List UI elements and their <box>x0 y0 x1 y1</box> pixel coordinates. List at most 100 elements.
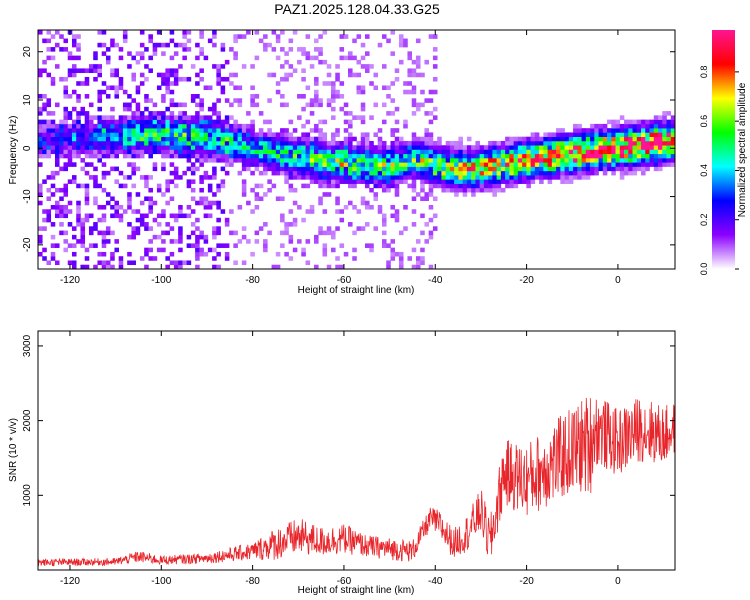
spectrogram-cell <box>280 217 285 223</box>
spectrogram-cell <box>101 187 107 193</box>
spectrogram-cell <box>97 149 102 155</box>
spectrogram-cell <box>288 47 294 52</box>
spectrogram-cell <box>101 115 107 120</box>
spectrogram-cell <box>314 55 319 61</box>
spectrogram-cell <box>199 51 204 56</box>
spectrogram-cell <box>97 153 102 159</box>
spectrogram-cell <box>403 158 408 163</box>
spectrogram-cell <box>551 162 557 167</box>
spectrogram-cell <box>628 149 633 155</box>
spectrogram-cell <box>127 145 132 150</box>
spectrogram-cell <box>483 158 489 163</box>
spectrogram-cell <box>280 145 285 150</box>
spectrogram-cell <box>594 136 599 142</box>
spectrogram-cell <box>598 158 604 163</box>
spectrogram-cell <box>352 145 357 150</box>
spectrogram-cell <box>394 68 400 73</box>
spectrogram-cell <box>127 234 132 240</box>
spectrogram-cell <box>488 153 493 159</box>
spectrogram-cell <box>432 179 438 184</box>
spectrogram-cell <box>573 153 578 159</box>
spectrogram-cell <box>411 140 417 146</box>
spectrogram-cell <box>275 81 281 86</box>
spectrogram-cell <box>373 170 379 176</box>
spectrogram-cell <box>653 128 659 133</box>
spectrogram-cell <box>246 30 251 35</box>
spectrogram-cell <box>326 140 332 146</box>
spectrogram-cell <box>224 243 230 248</box>
spectrogram-cell <box>615 166 621 172</box>
spectrogram-cell <box>318 119 323 125</box>
spectrogram-cell <box>428 166 434 172</box>
spectrogram-cell <box>224 76 230 82</box>
spectrogram-cell <box>373 102 379 108</box>
spectrogram-cell <box>458 162 463 167</box>
spectrogram-cell <box>105 170 111 176</box>
spectrogram-cell <box>101 128 107 133</box>
spectrogram-cell <box>135 89 141 95</box>
spectrogram-cell <box>71 149 77 155</box>
spectrogram-cell <box>220 166 226 172</box>
spectrogram-cell <box>207 204 213 210</box>
spectrogram-cell <box>216 264 221 270</box>
spectrogram-cell <box>97 123 102 129</box>
spectrogram-cell <box>105 192 111 197</box>
spectrogram-cell <box>496 158 502 163</box>
spectrogram-cell <box>411 68 417 73</box>
spectrogram-cell <box>339 47 345 52</box>
spectrogram-cell <box>144 119 149 125</box>
spectrogram-cell <box>101 243 107 248</box>
spectrogram-cell <box>182 34 187 39</box>
spectrogram-cell <box>297 149 302 155</box>
spectrogram-cell <box>250 209 255 214</box>
spectrogram-cell <box>42 59 47 65</box>
spectrogram-cell <box>101 162 107 167</box>
spectrogram-cell <box>127 94 132 99</box>
spectrogram-y-label: Frequency (Hz) <box>8 116 19 185</box>
spectrogram-cell <box>394 76 400 82</box>
spectrogram-cell <box>131 111 136 116</box>
spectrogram-cell <box>585 136 591 142</box>
spectrogram-cell <box>63 89 69 95</box>
spectrogram-cell <box>110 42 115 48</box>
spectrogram-cell <box>267 158 272 163</box>
spectrogram-cell <box>573 123 578 129</box>
spectrogram-cell <box>331 183 336 189</box>
spectrogram-cell <box>97 64 102 69</box>
spectrogram-cell <box>526 153 531 159</box>
spectrogram-cell <box>445 153 451 159</box>
spectrogram-cell <box>173 239 179 244</box>
spectrogram-cell <box>670 158 676 163</box>
spectrogram-cell <box>381 243 387 248</box>
spectrogram-cell <box>373 72 379 78</box>
spectrogram-cell <box>348 145 353 150</box>
spectrogram-cell <box>343 175 349 180</box>
spectrogram-cell <box>178 264 183 270</box>
spectrogram-cell <box>314 38 319 44</box>
spectrogram-cell <box>398 145 404 150</box>
spectrogram-cell <box>131 260 136 266</box>
spectrogram-cell <box>547 145 553 150</box>
spectrogram-cell <box>356 170 362 176</box>
spectrogram-cell <box>178 247 183 253</box>
spectrogram-cell <box>522 158 527 163</box>
spectrogram-cell <box>267 230 272 236</box>
spectrogram-cell <box>258 170 264 176</box>
spectrogram-cell <box>568 158 574 163</box>
spectrogram-cell <box>479 166 485 172</box>
spectrogram-cell <box>195 239 200 244</box>
spectrogram-cell <box>318 196 323 202</box>
spectrogram-cell <box>348 175 353 180</box>
spectrogram-cell <box>190 145 196 150</box>
spectrogram-cell <box>292 170 298 176</box>
spectrogram-cell <box>233 158 238 163</box>
spectrogram-cell <box>386 187 391 193</box>
spectrogram-cell <box>619 128 625 133</box>
spectrogram-cell <box>93 149 98 155</box>
snr-series-line <box>37 397 676 567</box>
spectrogram-cell <box>275 34 281 39</box>
spectrogram-cell <box>50 222 56 227</box>
spectrogram-cell <box>628 158 633 163</box>
spectrogram-cell <box>556 153 561 159</box>
spectrogram-cell <box>207 123 213 129</box>
